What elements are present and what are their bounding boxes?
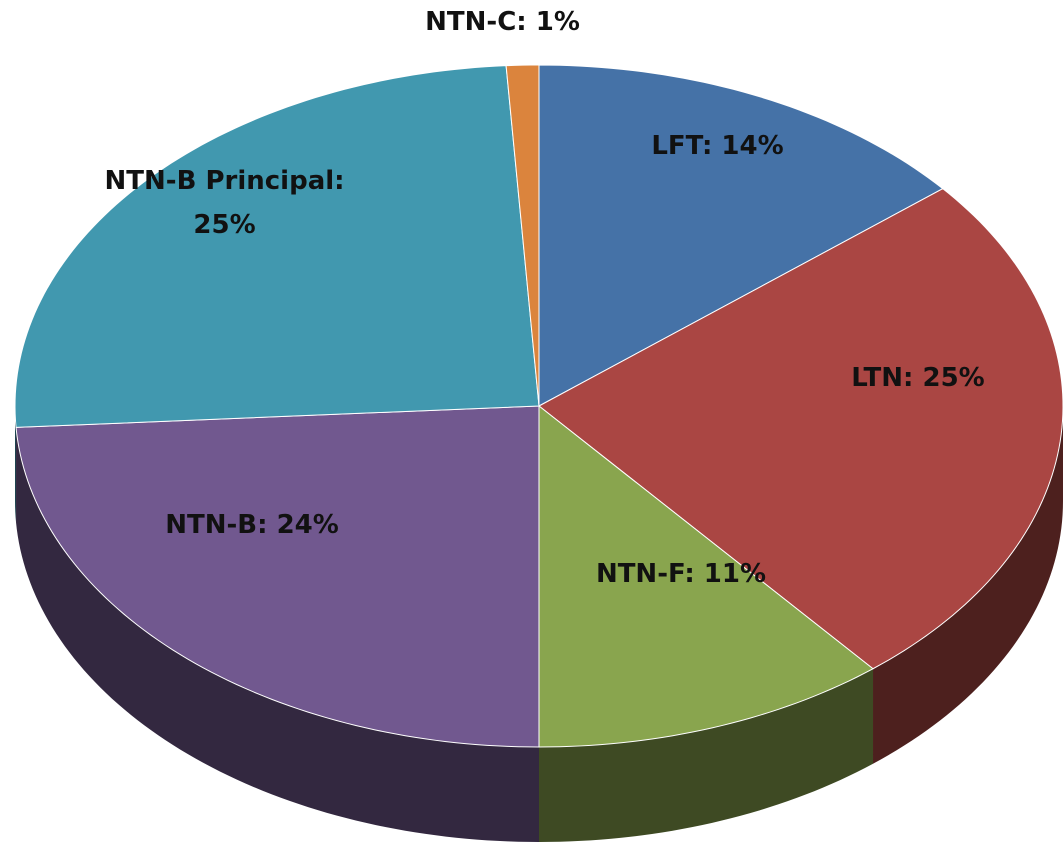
data-label: NTN-F: 11%	[595, 559, 767, 590]
slice-side	[873, 406, 1063, 764]
data-label: NTN-B Principal: 25%	[104, 165, 345, 240]
slice-side	[539, 668, 874, 842]
slice-side	[16, 427, 539, 842]
slice-side	[15, 406, 17, 523]
data-label: LFT: 14%	[651, 131, 784, 162]
slice	[14, 65, 540, 428]
slice	[505, 64, 540, 407]
slice	[538, 188, 1063, 670]
slice	[538, 404, 874, 748]
slice	[538, 64, 944, 407]
data-label: LTN: 25%	[851, 362, 985, 393]
data-label: NTN-C: 1%	[425, 7, 580, 37]
data-label: NTN-B: 24%	[165, 510, 339, 541]
slice	[15, 405, 540, 748]
